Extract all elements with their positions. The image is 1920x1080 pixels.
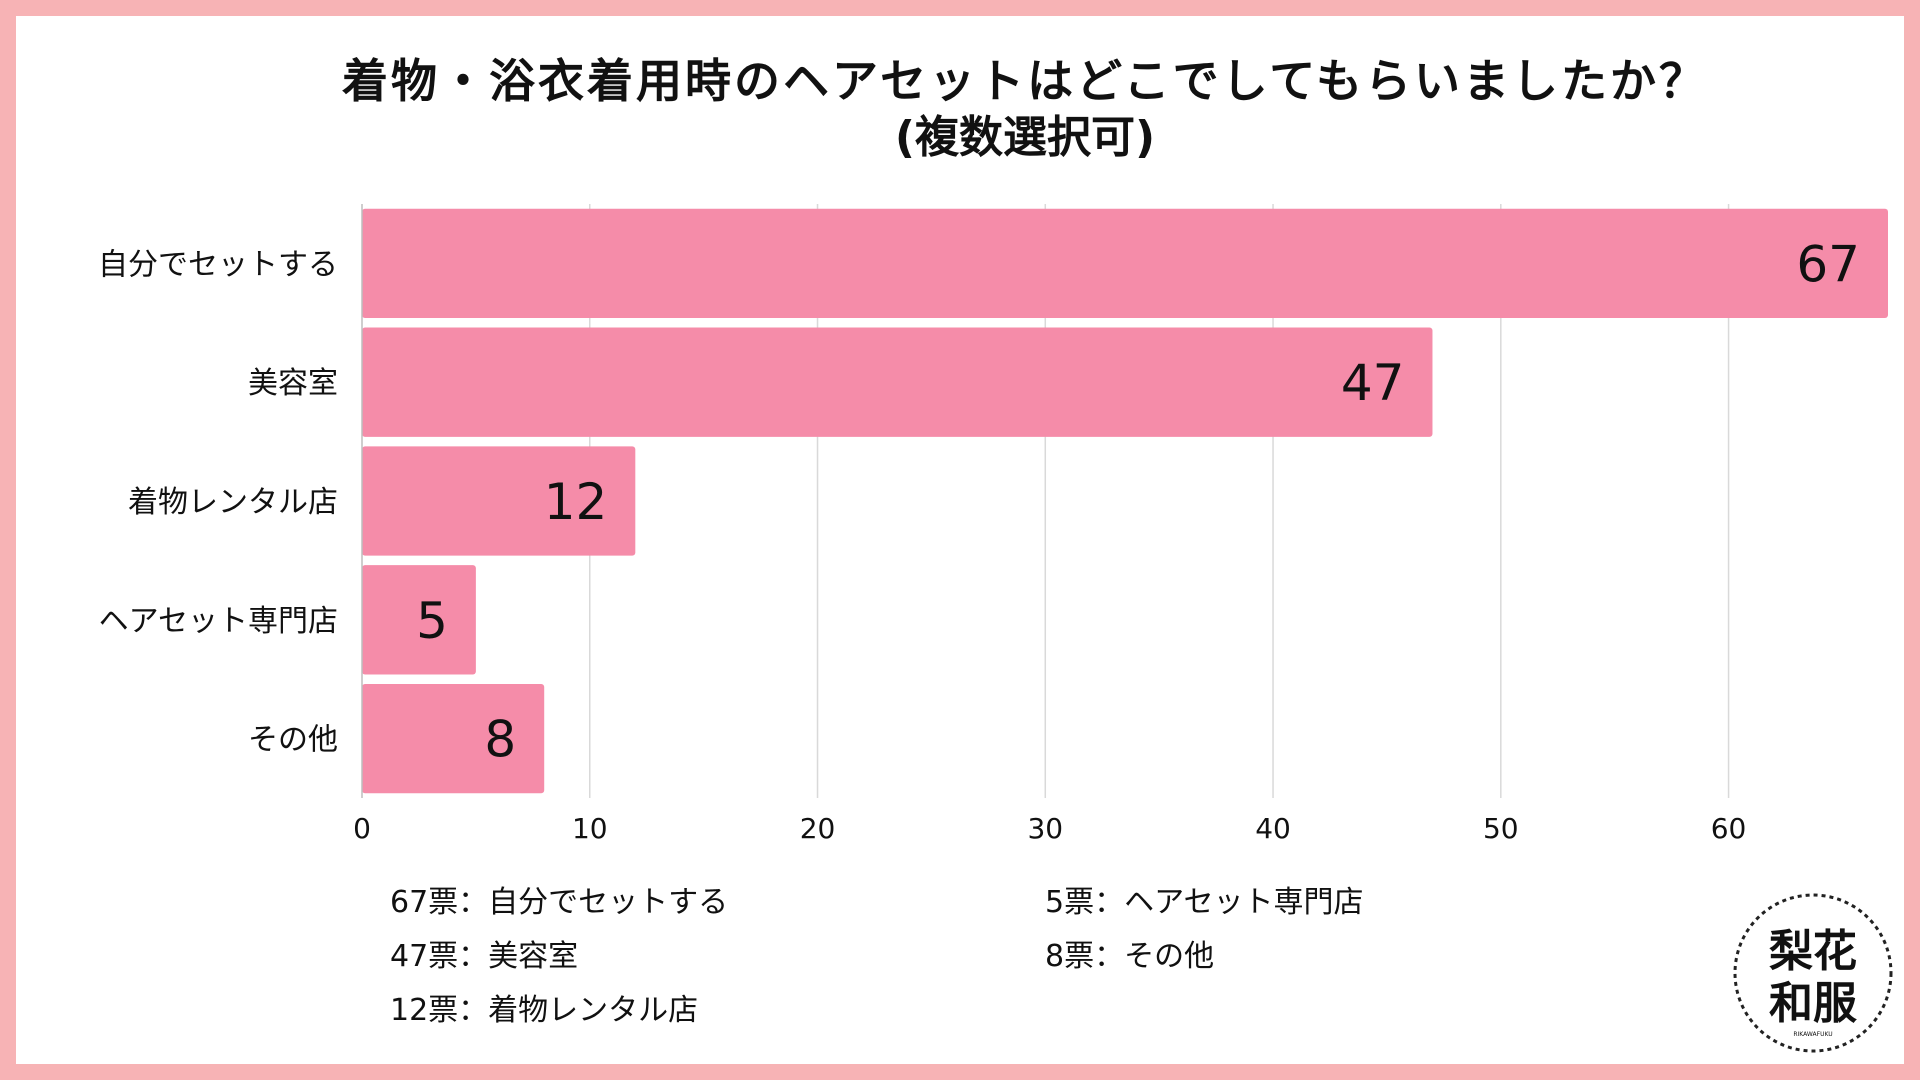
x-tick-label: 50 (1483, 812, 1519, 845)
category-label: 美容室 (248, 366, 338, 401)
logo-text-bottom: 和服 (1769, 978, 1857, 1029)
chart-title-line2: (複数選択可) (894, 112, 1156, 163)
x-tick-label: 20 (800, 812, 836, 845)
chart-title: 着物・浴衣着用時のヘアセットはどこでしてもらいましたか？ (複数選択可) (0, 52, 1920, 166)
legend-item: 12票：着物レンタル店 (390, 993, 699, 1028)
legend-item: 5票：ヘアセット専門店 (1045, 885, 1364, 920)
data-label: 5 (416, 592, 448, 650)
logo-caption: RIKAWAFUKU (1793, 1031, 1832, 1038)
data-label: 47 (1341, 354, 1405, 412)
rika-wafuku-logo: 梨花 和服 RIKAWAFUKU (1733, 893, 1893, 1053)
legend-right: 5票：ヘアセット専門店 8票：その他 (1045, 876, 1364, 984)
chart-title-line1: 着物・浴衣着用時のヘアセットはどこでしてもらいましたか？ (341, 54, 1709, 108)
x-tick-label: 10 (572, 812, 608, 845)
bar-chart: 0 10 20 30 40 50 60 自分でセットする 67 美容室 47 着物レンタル店 12 ヘアセ… (98, 204, 1888, 845)
bar (362, 327, 1433, 437)
x-tick-label: 0 (353, 812, 371, 845)
category-label: 自分でセットする (98, 247, 338, 282)
category-label: その他 (248, 723, 338, 758)
category-label: ヘアセット専門店 (99, 604, 338, 639)
legend-item: 8票：その他 (1045, 939, 1215, 974)
x-tick-label: 60 (1711, 812, 1747, 845)
data-label: 12 (544, 473, 608, 531)
bar (362, 208, 1888, 319)
data-label: 8 (484, 711, 516, 769)
x-tick-label: 30 (1027, 812, 1063, 845)
x-tick-label: 40 (1255, 812, 1291, 845)
bar (362, 565, 476, 675)
logo-text-top: 梨花 (1769, 926, 1857, 977)
bar (362, 446, 636, 556)
category-label: 着物レンタル店 (128, 485, 338, 520)
data-label: 67 (1796, 235, 1860, 293)
legend-item: 67票：自分でセットする (390, 885, 729, 920)
legend-left: 67票：自分でセットする 47票：美容室 12票：着物レンタル店 (390, 876, 728, 1038)
legend-item: 47票：美容室 (390, 939, 579, 974)
bar (362, 683, 545, 794)
